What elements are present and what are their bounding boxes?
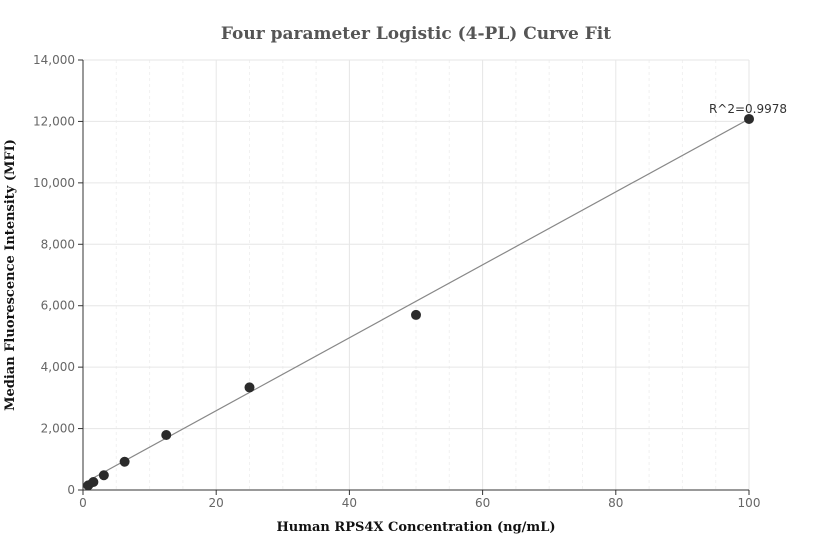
y-tick-label: 10,000 xyxy=(33,176,75,190)
y-tick-label: 0 xyxy=(67,483,75,497)
grid xyxy=(83,59,750,490)
chart-title: Four parameter Logistic (4-PL) Curve Fit xyxy=(221,24,611,44)
x-tick-label: 20 xyxy=(209,496,224,510)
y-tick-label: 14,000 xyxy=(33,53,75,67)
data-point xyxy=(744,113,754,124)
y-tick-label: 8,000 xyxy=(41,237,75,251)
x-axis-label: Human RPS4X Concentration (ng/mL) xyxy=(277,520,556,535)
x-tick-label: 60 xyxy=(475,496,490,510)
y-tick-label: 4,000 xyxy=(41,360,75,374)
data-point xyxy=(119,456,130,467)
x-tick-label: 0 xyxy=(79,496,87,510)
fit-curve-layer xyxy=(87,118,750,482)
y-tick-label: 6,000 xyxy=(41,299,75,313)
data-point xyxy=(98,470,109,481)
y-axis-label: Median Fluorescence Intensity (MFI) xyxy=(3,139,18,411)
axes: 0 20 40 60 80 100 0 2,000 4,000 6,000 8,000 10,000 1… xyxy=(33,53,760,510)
r-squared-annotation: R^2=0.9978 xyxy=(709,102,787,116)
data-points xyxy=(83,113,754,491)
x-tick-label: 80 xyxy=(608,496,623,510)
y-tick-label: 12,000 xyxy=(33,114,75,128)
x-tick-label: 100 xyxy=(738,496,761,510)
data-point xyxy=(411,309,421,320)
y-tick-label: 2,000 xyxy=(41,422,75,436)
data-point xyxy=(88,477,99,488)
data-point xyxy=(161,430,172,441)
fit-line xyxy=(87,118,750,482)
x-tick-label: 40 xyxy=(342,496,357,510)
data-point xyxy=(244,382,255,393)
